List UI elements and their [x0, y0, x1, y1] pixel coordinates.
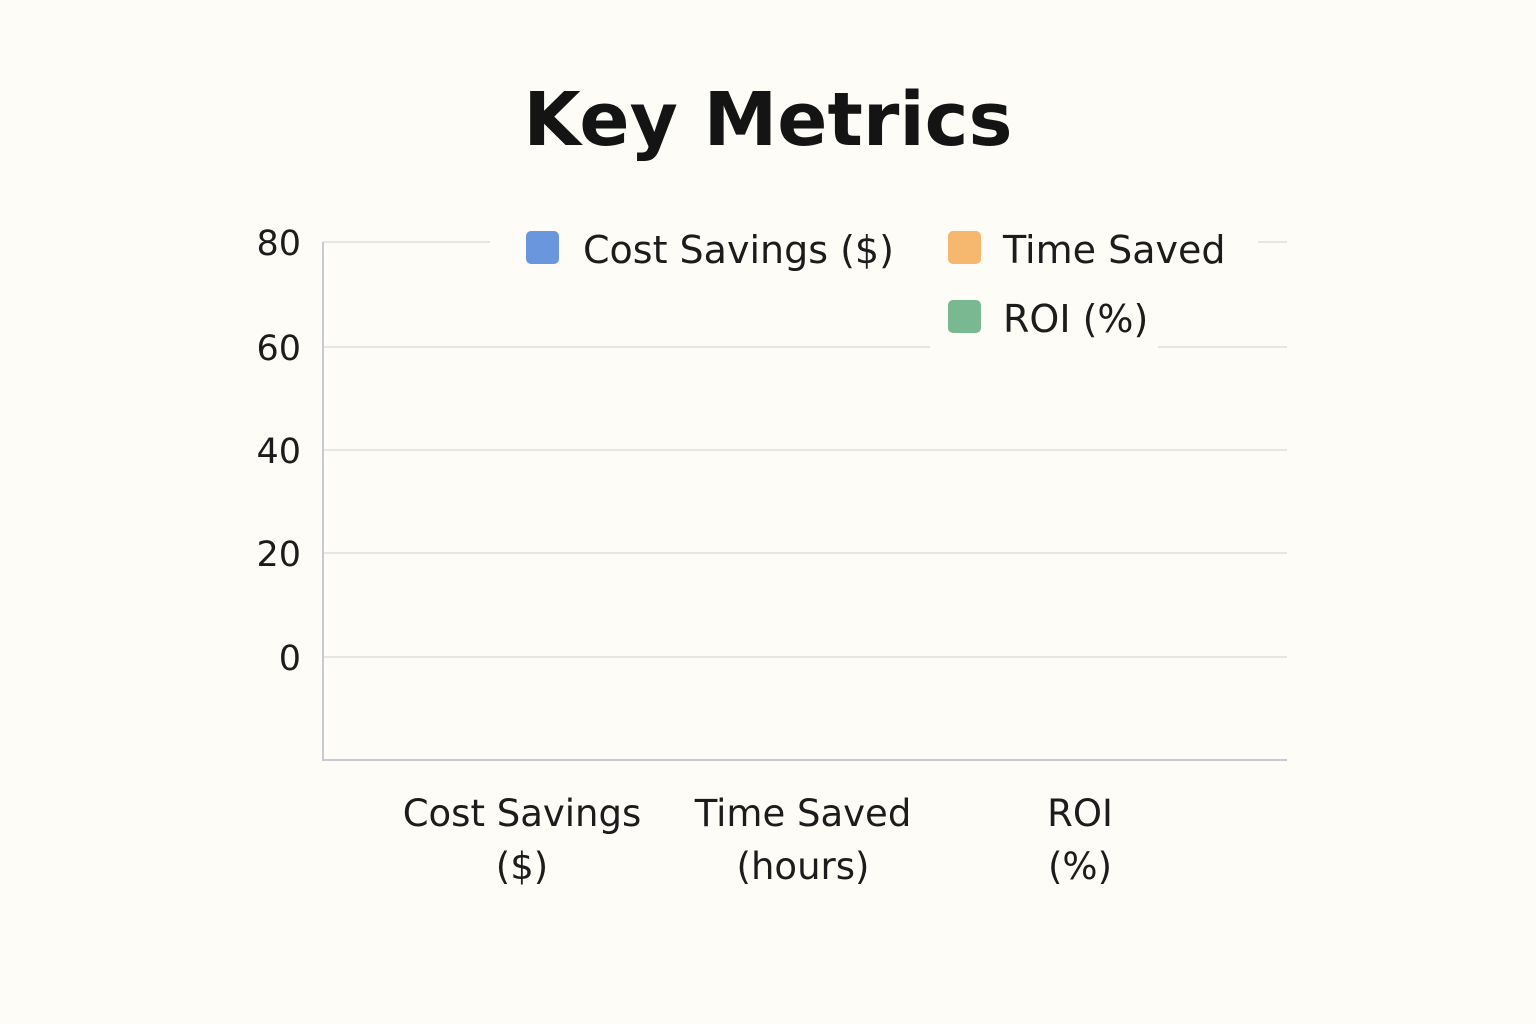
- y-tick-labels: 80 60 40 20 0: [256, 224, 301, 679]
- legend-swatch: [526, 231, 559, 264]
- legend-label: Cost Savings ($): [583, 228, 894, 272]
- legend-swatch: [948, 300, 981, 333]
- axes: [322, 242, 1287, 761]
- x-category-label: ($): [496, 845, 548, 888]
- legend-label: ROI (%): [1003, 297, 1148, 341]
- legend-label: Time Saved: [1002, 228, 1225, 272]
- y-tick-label: 80: [256, 224, 301, 264]
- y-tick-label: 60: [256, 329, 301, 369]
- legend: Cost Savings ($) Time Saved ROI (%): [490, 214, 1258, 352]
- x-category-label: (%): [1048, 845, 1112, 888]
- x-category-labels: Cost Savings ($) Time Saved (hours) ROI (%): [403, 792, 1113, 888]
- x-category-label: Time Saved: [694, 792, 912, 835]
- x-category-label: (hours): [737, 845, 870, 888]
- y-tick-label: 0: [279, 639, 301, 679]
- legend-swatch: [948, 231, 981, 264]
- legend-background: [490, 214, 1258, 286]
- y-tick-label: 40: [256, 432, 301, 472]
- chart-title: Key Metrics: [523, 77, 1012, 163]
- y-tick-label: 20: [256, 535, 301, 575]
- x-category-label: Cost Savings: [403, 792, 642, 835]
- x-category-label: ROI: [1047, 792, 1113, 835]
